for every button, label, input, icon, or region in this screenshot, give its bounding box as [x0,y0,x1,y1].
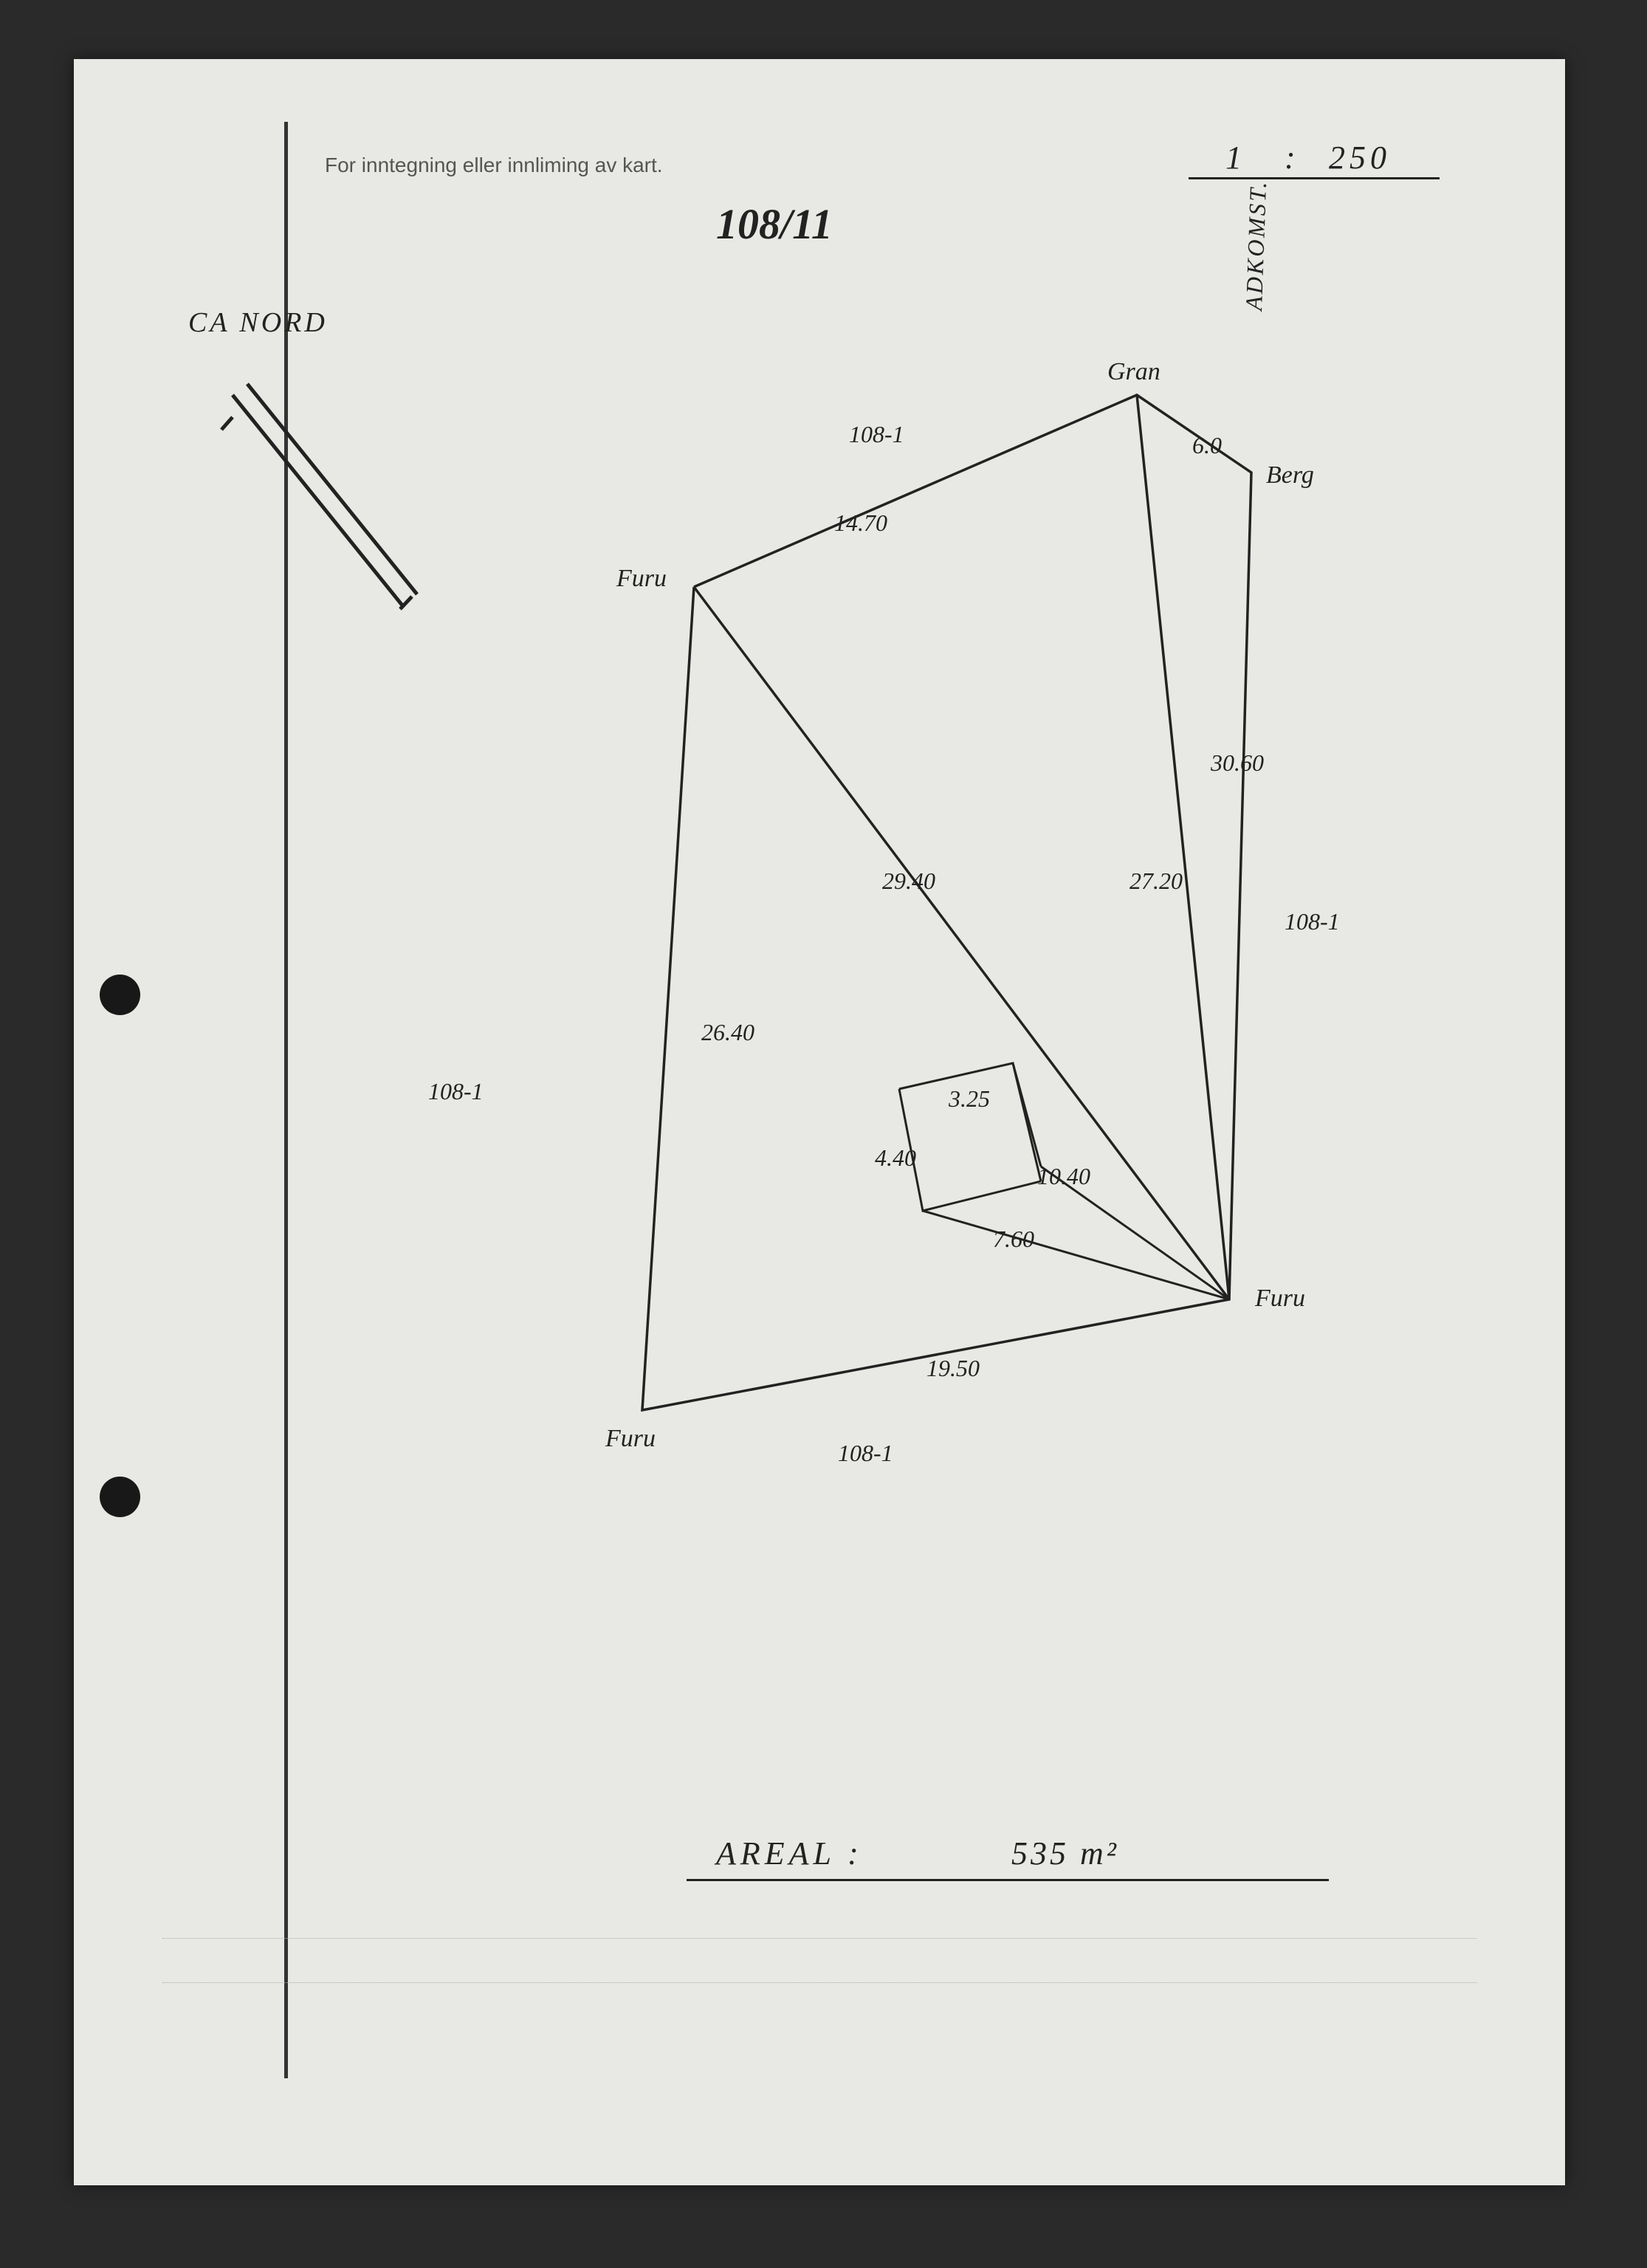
edge-label: 14.70 [834,509,887,537]
scale-sep: : [1285,139,1296,176]
edge-label: 19.50 [926,1355,980,1382]
parcel-title: 108/11 [716,199,833,249]
vertex-furu-tl: Furu [616,565,667,593]
punch-hole-2 [100,1477,140,1517]
edge-label: 10.40 [1037,1163,1090,1190]
scale-underline [1189,177,1440,179]
edge-label: 3.25 [949,1085,990,1113]
edge-label: 30.60 [1211,749,1264,777]
areal-value: 535 m² [1011,1835,1119,1872]
vertex-gran: Gran [1107,358,1161,386]
edge-label: 29.40 [882,867,935,895]
areal-label: AREAL : [716,1835,863,1872]
vertex-furu-bl: Furu [605,1425,656,1453]
vertex-berg: Berg [1266,461,1314,489]
paper-page: For inntegning eller innliming av kart. … [74,59,1565,2185]
printed-header-note: For inntegning eller innliming av kart. [325,154,663,177]
punch-hole-1 [100,975,140,1015]
scale-prefix: 1 [1225,139,1242,176]
faint-rule-2 [162,1982,1476,1983]
edge-label: ADKOMST. [1240,179,1272,311]
edge-label: 7.60 [993,1226,1034,1253]
edge-label: 108-1 [849,421,904,448]
edge-label: 6.0 [1192,432,1222,459]
scale-value: 250 [1329,139,1391,176]
edge-label: 108-1 [838,1440,893,1467]
edge-label: 27.20 [1129,867,1183,895]
edge-label: 26.40 [701,1019,754,1046]
edge-label: 4.40 [875,1144,916,1172]
areal-underline [687,1879,1329,1881]
margin-rule [284,122,288,2078]
faint-rule-1 [162,1938,1476,1939]
edge-label: 108-1 [1285,908,1340,935]
vertex-furu-br: Furu [1255,1285,1305,1313]
scan-background: For inntegning eller innliming av kart. … [0,0,1647,2268]
orientation-label: CA NORD [188,306,328,339]
edge-label: 108-1 [428,1078,484,1105]
